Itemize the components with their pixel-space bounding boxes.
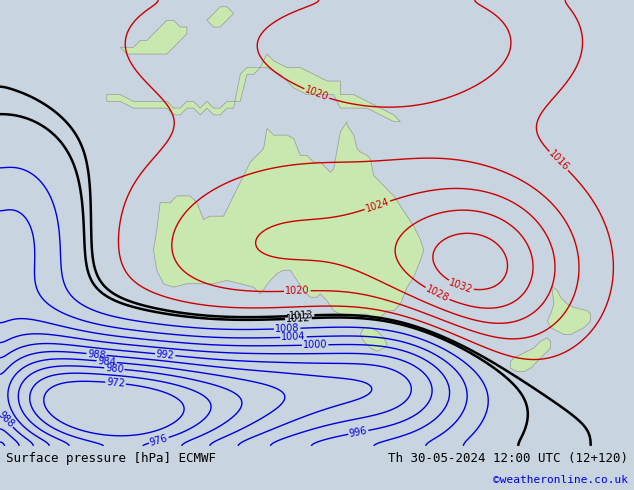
Polygon shape — [107, 54, 401, 122]
Text: 1012: 1012 — [286, 313, 311, 324]
Polygon shape — [207, 7, 233, 27]
Text: 988: 988 — [87, 348, 106, 360]
Text: 1008: 1008 — [275, 323, 299, 334]
Text: ©weatheronline.co.uk: ©weatheronline.co.uk — [493, 475, 628, 485]
Text: 980: 980 — [105, 363, 124, 374]
Text: 1024: 1024 — [364, 196, 391, 214]
Text: 1028: 1028 — [424, 284, 451, 304]
Polygon shape — [153, 122, 424, 318]
Text: 992: 992 — [155, 349, 175, 361]
Polygon shape — [120, 20, 187, 54]
Text: 976: 976 — [148, 433, 169, 448]
Polygon shape — [547, 287, 591, 335]
Text: 1013: 1013 — [288, 310, 314, 321]
Text: 1004: 1004 — [281, 332, 306, 343]
Text: 1032: 1032 — [448, 277, 474, 295]
Polygon shape — [360, 328, 387, 351]
Text: 1020: 1020 — [303, 85, 330, 103]
Text: Th 30-05-2024 12:00 UTC (12+120): Th 30-05-2024 12:00 UTC (12+120) — [387, 452, 628, 465]
Text: 1000: 1000 — [303, 340, 327, 350]
Polygon shape — [510, 338, 550, 371]
Text: 1016: 1016 — [547, 148, 571, 173]
Text: 984: 984 — [97, 356, 116, 368]
Text: 972: 972 — [106, 377, 126, 389]
Text: Surface pressure [hPa] ECMWF: Surface pressure [hPa] ECMWF — [6, 452, 216, 465]
Text: 988: 988 — [0, 409, 16, 429]
Text: 1020: 1020 — [285, 286, 310, 296]
Text: 996: 996 — [348, 426, 368, 439]
